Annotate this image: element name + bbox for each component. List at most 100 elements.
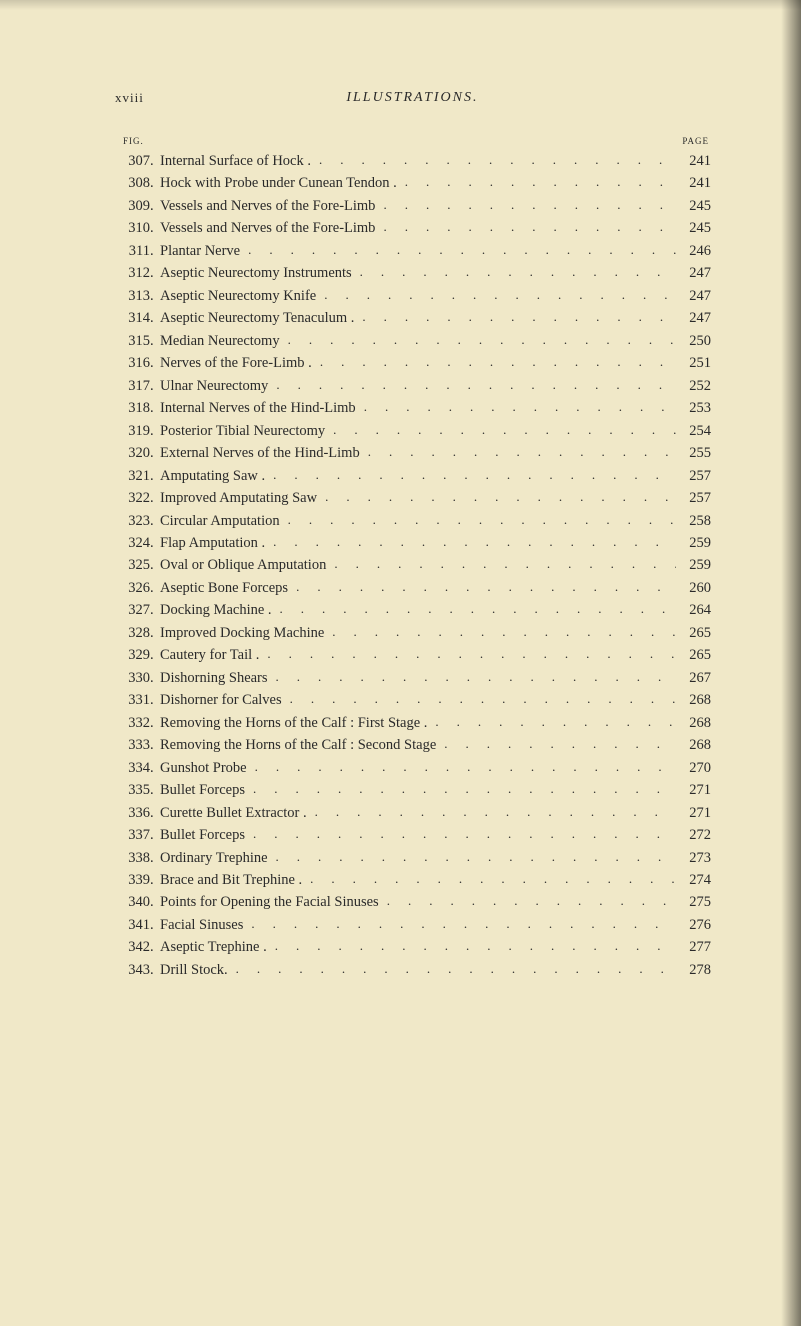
toc-row: 341. Facial Sinuses.....................… — [115, 914, 711, 936]
leader-dots: ........................ — [280, 510, 676, 530]
figure-number-period: . — [150, 644, 160, 666]
figure-number-period: . — [150, 554, 160, 576]
toc-list: 307. Internal Surface of Hock ..........… — [115, 150, 711, 981]
figure-number-period: . — [150, 375, 160, 397]
leader-dots: ........................ — [243, 914, 676, 934]
figure-number-period: . — [150, 195, 160, 217]
figure-number: 314 — [115, 307, 150, 329]
page-number: 277 — [676, 936, 711, 958]
figure-title: External Nerves of the Hind-Limb — [160, 442, 360, 464]
figure-title: Ordinary Trephine — [160, 847, 268, 869]
page-edge-shadow — [781, 0, 801, 1326]
toc-row: 340. Points for Opening the Facial Sinus… — [115, 891, 711, 913]
figure-number: 323 — [115, 510, 150, 532]
leader-dots: ........................ — [267, 936, 676, 956]
leader-dots: ........................ — [259, 644, 676, 664]
figure-title: Aseptic Neurectomy Tenaculum . — [160, 307, 354, 329]
figure-title: Aseptic Trephine . — [160, 936, 267, 958]
figure-title: Circular Amputation — [160, 510, 280, 532]
toc-row: 329. Cautery for Tail ..................… — [115, 644, 711, 666]
figure-number: 335 — [115, 779, 150, 801]
toc-row: 335. Bullet Forceps.....................… — [115, 779, 711, 801]
leader-dots: ........................ — [268, 847, 676, 867]
page-number: 247 — [676, 262, 711, 284]
figure-title: Bullet Forceps — [160, 779, 245, 801]
figure-number: 318 — [115, 397, 150, 419]
leader-dots: ........................ — [311, 150, 676, 170]
figure-number: 332 — [115, 712, 150, 734]
leader-dots: ........................ — [316, 285, 676, 305]
leader-dots: ........................ — [288, 577, 676, 597]
page-number: 259 — [676, 554, 711, 576]
figure-number: 325 — [115, 554, 150, 576]
leader-dots: ........................ — [268, 667, 676, 687]
toc-row: 308. Hock with Probe under Cunean Tendon… — [115, 172, 711, 194]
figure-number-period: . — [150, 712, 160, 734]
toc-row: 343. Drill Stock........................… — [115, 959, 711, 981]
figure-title: Gunshot Probe — [160, 757, 247, 779]
figure-number: 328 — [115, 622, 150, 644]
figure-title: Bullet Forceps — [160, 824, 245, 846]
toc-row: 323. Circular Amputation................… — [115, 510, 711, 532]
leader-dots: ........................ — [325, 420, 676, 440]
figure-title: Cautery for Tail . — [160, 644, 259, 666]
page-number: 268 — [676, 712, 711, 734]
figure-number: 339 — [115, 869, 150, 891]
leader-dots: ........................ — [280, 330, 676, 350]
figure-number: 317 — [115, 375, 150, 397]
figure-number-period: . — [150, 420, 160, 442]
toc-row: 330. Dishorning Shears..................… — [115, 667, 711, 689]
page-container: xviii ILLUSTRATIONS. FIG. PAGE 307. Inte… — [0, 0, 801, 1031]
figure-number: 310 — [115, 217, 150, 239]
figure-title: Dishorner for Calves — [160, 689, 282, 711]
toc-row: 316. Nerves of the Fore-Limb ...........… — [115, 352, 711, 374]
page-number: 268 — [676, 734, 711, 756]
figure-number: 322 — [115, 487, 150, 509]
page-roman-numeral: xviii — [115, 90, 144, 106]
figure-number-period: . — [150, 622, 160, 644]
figure-number-period: . — [150, 757, 160, 779]
figure-title: Improved Amputating Saw — [160, 487, 317, 509]
figure-title: Aseptic Neurectomy Knife — [160, 285, 316, 307]
figure-number-period: . — [150, 734, 160, 756]
toc-row: 324. Flap Amputation ...................… — [115, 532, 711, 554]
toc-row: 331. Dishorner for Calves...............… — [115, 689, 711, 711]
figure-title: Points for Opening the Facial Sinuses — [160, 891, 379, 913]
toc-row: 307. Internal Surface of Hock ..........… — [115, 150, 711, 172]
page-number: 241 — [676, 172, 711, 194]
figure-number-period: . — [150, 847, 160, 869]
figure-title: Docking Machine . — [160, 599, 272, 621]
leader-dots: ........................ — [436, 734, 676, 754]
page-number: 241 — [676, 150, 711, 172]
figure-number-period: . — [150, 240, 160, 262]
figure-number-period: . — [150, 150, 160, 172]
page-number: 257 — [676, 465, 711, 487]
toc-row: 337. Bullet Forceps.....................… — [115, 824, 711, 846]
figure-title: Vessels and Nerves of the Fore-Limb — [160, 195, 375, 217]
figure-title: Oval or Oblique Amputation — [160, 554, 326, 576]
figure-number-period: . — [150, 330, 160, 352]
page-number: 265 — [676, 644, 711, 666]
page-number: 253 — [676, 397, 711, 419]
figure-title: Curette Bullet Extractor . — [160, 802, 307, 824]
toc-row: 311. Plantar Nerve......................… — [115, 240, 711, 262]
figure-number: 319 — [115, 420, 150, 442]
leader-dots: ........................ — [268, 375, 676, 395]
toc-row: 309. Vessels and Nerves of the Fore-Limb… — [115, 195, 711, 217]
leader-dots: ........................ — [324, 622, 676, 642]
toc-row: 332. Removing the Horns of the Calf : Fi… — [115, 712, 711, 734]
page-number: 271 — [676, 802, 711, 824]
toc-row: 334. Gunshot Probe......................… — [115, 757, 711, 779]
page-number: 251 — [676, 352, 711, 374]
figure-number: 336 — [115, 802, 150, 824]
figure-number-period: . — [150, 667, 160, 689]
leader-dots: ........................ — [312, 352, 676, 372]
figure-number-period: . — [150, 307, 160, 329]
page-number: 267 — [676, 667, 711, 689]
figure-title: Hock with Probe under Cunean Tendon . — [160, 172, 397, 194]
header-spacer — [681, 90, 711, 106]
fig-column-header: FIG. — [115, 136, 144, 146]
figure-number-period: . — [150, 779, 160, 801]
toc-row: 342. Aseptic Trephine ..................… — [115, 936, 711, 958]
figure-title: Amputating Saw . — [160, 465, 265, 487]
